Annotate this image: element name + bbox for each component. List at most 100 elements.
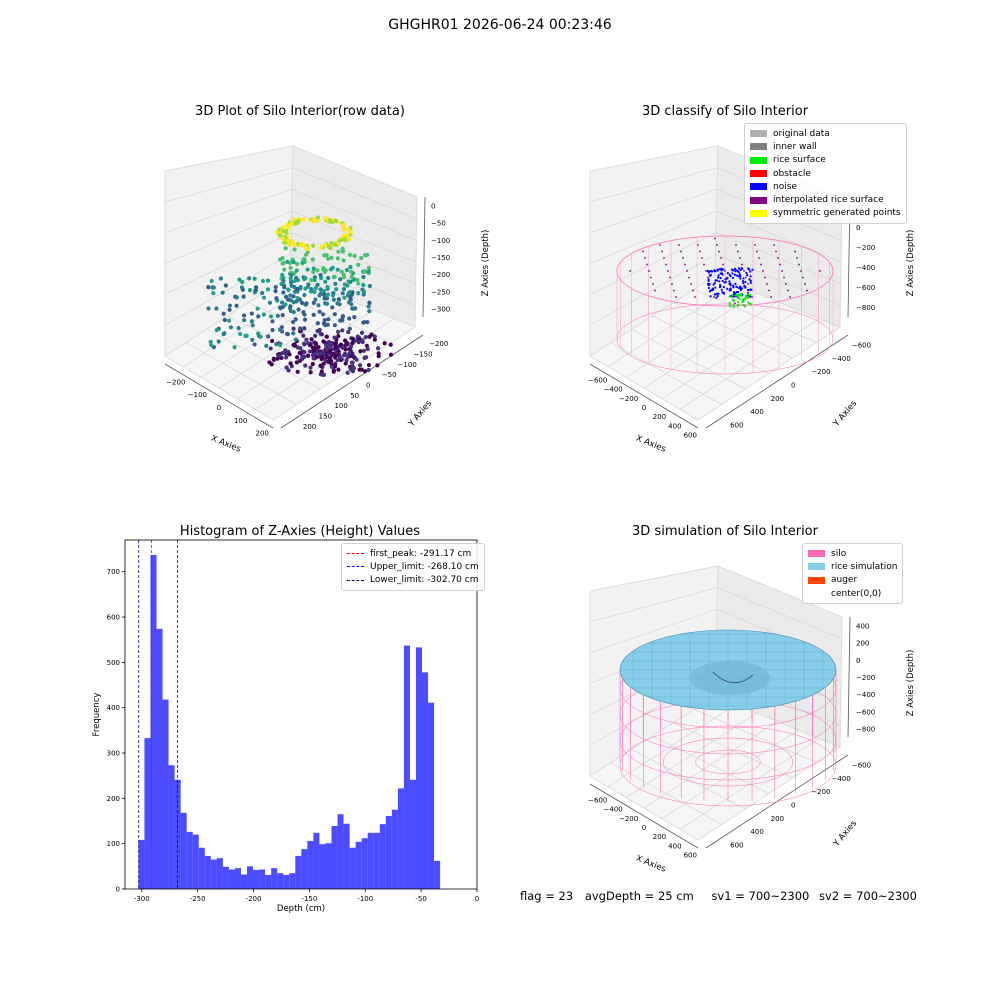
data-point (336, 334, 341, 339)
data-point (323, 322, 328, 328)
data-point (361, 282, 366, 288)
data-point (277, 327, 283, 332)
data-point (798, 263, 800, 266)
data-point (729, 287, 732, 290)
x-tick-label: 0 (642, 404, 646, 412)
data-point (355, 334, 360, 339)
data-point (726, 277, 729, 280)
z-tick-label: −300 (431, 305, 450, 313)
data-point (329, 340, 334, 346)
data-point (214, 306, 219, 311)
histogram-bar (409, 779, 416, 889)
data-point (356, 340, 361, 345)
data-point (712, 283, 715, 286)
data-point (294, 268, 299, 273)
y-tick-label: −600 (852, 762, 871, 770)
data-point (250, 323, 255, 328)
data-point (292, 247, 297, 252)
y-tick-label: 0 (116, 886, 120, 894)
data-point (749, 275, 752, 278)
data-point (382, 341, 387, 346)
data-point (244, 333, 249, 338)
histogram-bar (210, 859, 217, 889)
histogram-bar (259, 869, 266, 889)
data-point (316, 303, 321, 308)
data-point (766, 283, 768, 285)
data-point (313, 341, 318, 346)
data-point (690, 283, 692, 285)
data-point (323, 279, 328, 284)
data-point (722, 292, 725, 295)
data-point (285, 332, 290, 337)
data-point (323, 216, 328, 221)
y-tick-label: −150 (413, 351, 432, 359)
data-point (770, 296, 772, 298)
histogram-bar (186, 831, 193, 889)
data-point (777, 257, 779, 259)
legend-item: rice surface (750, 154, 901, 167)
data-point (739, 268, 742, 272)
data-point (341, 272, 346, 277)
data-point (663, 257, 665, 259)
data-point (747, 301, 750, 304)
y-tick-label: −200 (811, 788, 830, 796)
data-point (348, 264, 353, 270)
data-point (678, 244, 680, 246)
legend-label: interpolated rice surface (773, 195, 884, 206)
data-point (743, 297, 746, 301)
data-point (367, 309, 372, 314)
data-point (728, 303, 731, 306)
y-axis-label: Frequency (92, 693, 102, 737)
data-point (222, 317, 227, 323)
data-point (338, 277, 343, 282)
legend-item: obstacle (750, 167, 901, 180)
y-tick-label: 400 (750, 828, 763, 836)
x-tick-label: -100 (357, 895, 373, 903)
legend-item: inner wall (750, 140, 901, 153)
data-point (343, 361, 348, 366)
data-point (333, 363, 338, 369)
data-point (688, 276, 690, 279)
x-tick-label: -250 (190, 895, 206, 903)
data-point (775, 250, 777, 253)
x-tick-label: 200 (256, 430, 269, 438)
grid-line (164, 253, 291, 326)
data-point (303, 286, 308, 291)
legend-swatch (808, 563, 825, 571)
data-point (362, 269, 367, 274)
data-point (719, 284, 722, 287)
data-point (342, 295, 347, 300)
data-point (340, 318, 345, 323)
data-point (347, 351, 352, 356)
data-point (311, 266, 316, 271)
data-point (313, 333, 318, 338)
data-point (346, 279, 351, 284)
data-point (726, 272, 729, 275)
data-point (280, 256, 285, 261)
data-point (292, 278, 297, 284)
legend-label: rice simulation (831, 561, 898, 572)
data-point (321, 289, 327, 294)
data-point (260, 278, 266, 284)
data-point (300, 300, 305, 306)
data-point (680, 250, 682, 253)
data-point (646, 263, 648, 266)
data-point (300, 354, 305, 359)
z-tick-label: −150 (431, 254, 450, 262)
data-point (684, 263, 686, 266)
histogram-bar (379, 824, 386, 889)
histogram-bar (174, 779, 181, 889)
data-point (718, 250, 720, 253)
data-point (301, 243, 307, 248)
y-tick-label: −400 (832, 355, 851, 363)
histogram-bar (343, 823, 350, 889)
y-tick-label: 600 (730, 841, 743, 849)
z-axis-label: Z Axies (Depth) (906, 230, 916, 297)
data-point (366, 269, 371, 274)
data-point (291, 331, 296, 336)
data-point (733, 292, 737, 295)
data-point (322, 269, 328, 275)
data-point (358, 349, 363, 354)
data-point (728, 289, 731, 292)
data-point (208, 339, 213, 345)
